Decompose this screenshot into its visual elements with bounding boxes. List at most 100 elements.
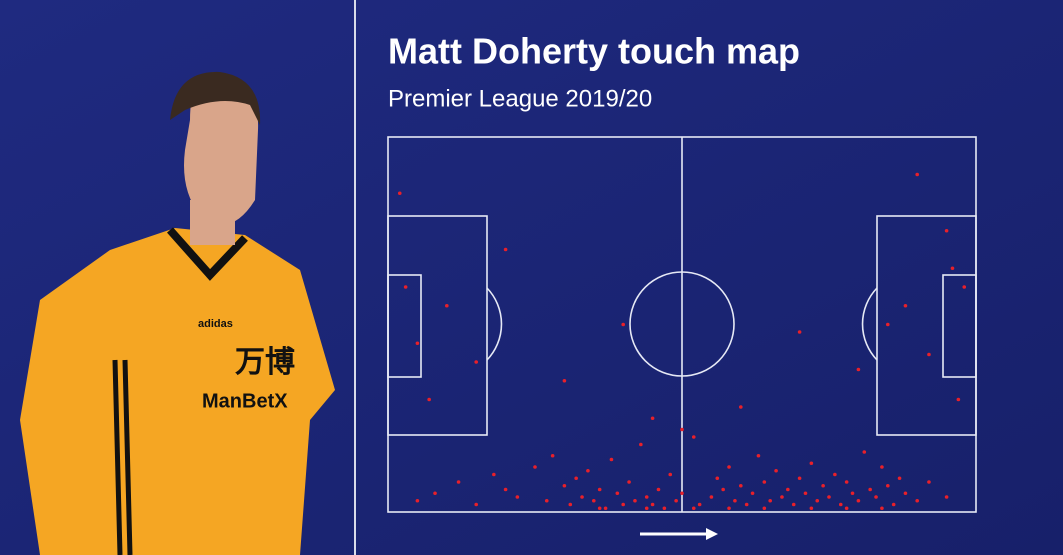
direction-arrow — [640, 528, 718, 540]
touch-point — [880, 465, 884, 469]
touch-point — [868, 487, 872, 492]
touch-point — [897, 476, 902, 481]
touch-point — [680, 427, 684, 432]
touch-point — [533, 465, 537, 469]
touch-point — [621, 502, 625, 507]
touch-point — [568, 502, 573, 507]
touch-point — [739, 405, 743, 409]
touch-point — [944, 228, 949, 233]
touch-point — [456, 480, 461, 484]
chart-title: Matt Doherty touch map — [388, 31, 800, 72]
touch-point — [592, 498, 596, 503]
touch-point — [644, 506, 649, 511]
touch-point — [674, 498, 678, 503]
touch-point — [562, 483, 567, 488]
touch-point — [844, 506, 849, 511]
touch-point — [856, 498, 861, 503]
touch-point — [727, 506, 731, 511]
touch-point — [597, 506, 602, 511]
touch-point — [927, 480, 931, 484]
touch-point — [445, 303, 449, 308]
touch-point — [838, 502, 843, 507]
touch-point — [886, 322, 890, 327]
shirt-brand: adidas — [198, 318, 233, 330]
touch-point — [762, 506, 767, 511]
touch-point — [797, 330, 802, 334]
touch-point — [880, 506, 884, 511]
touch-point — [691, 506, 696, 511]
touch-point — [944, 495, 949, 499]
touch-point — [650, 502, 655, 507]
touch-point — [503, 247, 508, 252]
touch-point — [633, 498, 637, 503]
touch-point — [791, 502, 796, 507]
touch-point — [744, 502, 749, 507]
shirt-sponsor: ManBetX — [202, 390, 288, 412]
touch-point — [580, 495, 584, 499]
touch-point — [762, 480, 767, 484]
touch-point — [403, 285, 408, 289]
touch-point — [574, 476, 578, 481]
touch-point — [827, 495, 831, 499]
touch-point — [433, 491, 437, 496]
touch-point — [915, 172, 919, 177]
touch-point — [962, 285, 967, 289]
touch-point — [562, 378, 567, 383]
touch-point — [691, 435, 696, 439]
touch-point — [597, 487, 602, 492]
touch-point — [397, 191, 402, 196]
touch-point — [474, 502, 479, 507]
touch-point — [474, 360, 479, 364]
touch-point — [856, 367, 861, 372]
touch-point — [644, 495, 649, 499]
touch-point — [780, 495, 784, 499]
touch-point — [786, 487, 790, 492]
touch-point — [621, 322, 625, 327]
player-figure: adidas 万博 ManBetX — [20, 71, 335, 555]
touch-point — [544, 498, 549, 503]
shirt-sponsor: 万博 — [235, 346, 295, 379]
touch-point — [833, 472, 837, 477]
touch-point — [903, 491, 908, 496]
touch-point — [550, 453, 555, 458]
touch-point — [627, 480, 631, 484]
touch-point — [956, 397, 961, 402]
touch-point — [656, 487, 661, 492]
touch-point — [927, 352, 931, 357]
touch-point — [797, 476, 802, 481]
touch-point — [903, 303, 908, 308]
touch-point — [415, 341, 420, 346]
touch-point — [950, 266, 955, 271]
touch-point — [415, 498, 420, 503]
touch-point — [515, 495, 520, 499]
touch-point — [427, 397, 431, 402]
touch-point — [915, 498, 919, 503]
touch-point — [821, 483, 825, 488]
pitch — [387, 136, 977, 513]
touch-point — [768, 498, 772, 503]
touch-point — [609, 457, 614, 462]
touch-point — [850, 491, 855, 496]
touch-point — [503, 487, 508, 492]
touch-point — [844, 480, 849, 484]
touch-point — [721, 487, 725, 492]
touch-point — [862, 450, 867, 454]
touch-point — [603, 506, 608, 511]
touch-point — [815, 498, 820, 503]
touch-point — [668, 472, 673, 477]
touch-point — [680, 491, 684, 496]
touch-point — [586, 468, 590, 473]
touch-point — [709, 495, 714, 499]
touch-point — [615, 491, 620, 496]
touch-point — [697, 502, 702, 507]
touch-point — [662, 506, 667, 511]
touch-point — [492, 472, 496, 477]
touch-point — [809, 461, 814, 466]
touch-point — [756, 453, 761, 458]
touch-point — [750, 491, 755, 496]
touch-point — [715, 476, 720, 481]
touch-point — [886, 483, 890, 488]
touch-point — [739, 483, 743, 488]
touch-point — [803, 491, 808, 496]
